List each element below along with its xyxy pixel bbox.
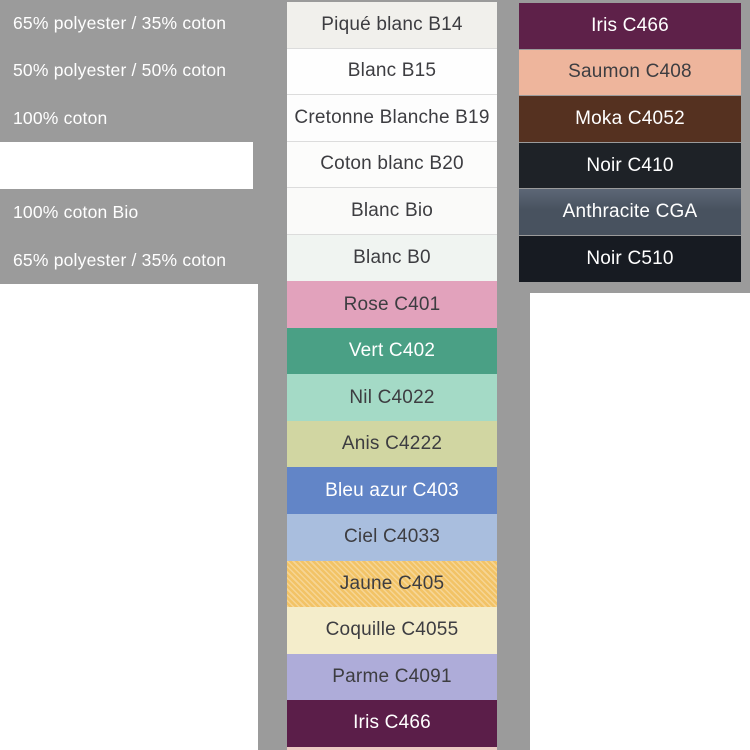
swatch-label: Anthracite CGA bbox=[562, 201, 698, 223]
composition-label: 65% polyester / 35% coton bbox=[13, 13, 227, 34]
swatch: Blanc Bio bbox=[287, 188, 497, 235]
swatch: Anthracite CGA bbox=[519, 189, 741, 235]
swatch: Nil C4022 bbox=[287, 374, 497, 421]
swatch-label: Iris C466 bbox=[353, 712, 431, 734]
composition-label: 50% polyester / 50% coton bbox=[13, 60, 227, 81]
swatch-label: Blanc B0 bbox=[353, 247, 431, 268]
swatch-label: Bleu azur C403 bbox=[325, 479, 459, 501]
swatch-label: Blanc B15 bbox=[347, 60, 437, 82]
swatch: Blanc B0 bbox=[287, 234, 497, 282]
next-swatch-peek bbox=[287, 746, 497, 750]
swatch-label: Jaune C405 bbox=[339, 572, 445, 594]
composition-label: 65% polyester / 35% coton bbox=[13, 249, 227, 270]
swatch-label: Cretonne Blanche B19 bbox=[294, 106, 490, 128]
composition-label: 100% coton Bio bbox=[13, 202, 139, 223]
swatch: Iris C466 bbox=[519, 3, 741, 49]
swatch: Moka C4052 bbox=[519, 96, 741, 142]
swatch: Anis C4222 bbox=[287, 420, 497, 468]
swatch: Saumon C408 bbox=[519, 49, 741, 96]
swatch: Cretonne Blanche B19 bbox=[287, 95, 497, 142]
swatch-label: Noir C410 bbox=[586, 154, 674, 176]
swatch: Parme C4091 bbox=[287, 653, 497, 701]
swatch: Noir C410 bbox=[519, 142, 741, 189]
swatch-label: Nil C4022 bbox=[349, 386, 435, 408]
swatch-label: Blanc Bio bbox=[350, 199, 434, 221]
composition-row: 50% polyester / 50% coton bbox=[0, 47, 258, 94]
middle-swatch-column: Piqué blanc B14 Blanc B15 Cretonne Blanche… bbox=[287, 2, 497, 750]
composition-row: 100% coton bbox=[0, 95, 258, 142]
swatch: Noir C510 bbox=[519, 235, 741, 282]
swatch-label: Coton blanc B20 bbox=[320, 153, 464, 175]
right-swatch-column: Iris C466 Saumon C408 Moka C4052 Noir C410 A… bbox=[519, 3, 741, 283]
swatch-label: Ciel C4033 bbox=[344, 526, 440, 548]
swatch: Coton blanc B20 bbox=[287, 141, 497, 189]
composition-label: 100% coton bbox=[13, 107, 108, 128]
swatch-label: Moka C4052 bbox=[575, 107, 685, 129]
swatch-label: Parme C4091 bbox=[332, 665, 452, 687]
swatch: Iris C466 bbox=[287, 700, 497, 747]
swatch-label: Iris C466 bbox=[591, 14, 669, 36]
composition-row: 65% polyester / 35% coton bbox=[0, 0, 258, 47]
swatch: Rose C401 bbox=[287, 281, 497, 328]
swatch-label: Saumon C408 bbox=[568, 61, 692, 83]
swatch-label: Anis C4222 bbox=[341, 433, 443, 455]
swatch: Ciel C4033 bbox=[287, 514, 497, 561]
swatch: Coquille C4055 bbox=[287, 607, 497, 654]
swatch-label: Rose C401 bbox=[343, 293, 441, 315]
composition-row: 65% polyester / 35% coton bbox=[0, 237, 258, 284]
swatch: Jaune C405 bbox=[287, 560, 497, 608]
swatch: Piqué blanc B14 bbox=[287, 2, 497, 49]
composition-panel: 65% polyester / 35% coton 50% polyester /… bbox=[0, 0, 258, 284]
swatch-label: Noir C510 bbox=[586, 247, 674, 269]
swatch-label: Coquille C4055 bbox=[325, 619, 459, 641]
swatch-label: Vert C402 bbox=[348, 340, 436, 362]
composition-gap-row bbox=[0, 141, 253, 190]
swatch: Vert C402 bbox=[287, 327, 497, 375]
swatch: Blanc B15 bbox=[287, 48, 497, 96]
composition-row: 100% coton Bio bbox=[0, 189, 258, 236]
swatch: Bleu azur C403 bbox=[287, 467, 497, 515]
swatch-label: Piqué blanc B14 bbox=[321, 13, 463, 35]
